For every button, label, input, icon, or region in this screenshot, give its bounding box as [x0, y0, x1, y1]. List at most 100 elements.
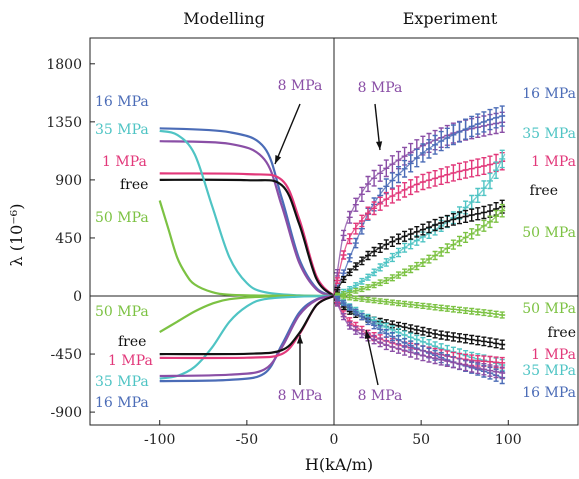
experiment-perpendicular-free-marker [499, 339, 506, 350]
experiment-perpendicular-50-mpa-marker [358, 296, 365, 302]
annotation-arrow-4 [365, 329, 379, 386]
experiment-perpendicular-8-mpa-marker [377, 337, 384, 348]
experiment-parallel-50-mpa-marker [395, 271, 402, 279]
experiment-parallel-50-mpa-marker [358, 286, 365, 293]
experiment-parallel-8-mpa-marker [401, 146, 408, 166]
label-left-50-mpa: 50 MPa [95, 210, 149, 226]
experiment-parallel-35-mpa-marker [468, 194, 475, 210]
experiment-parallel-35-mpa-marker [377, 263, 384, 272]
experiment-parallel-50-mpa-marker [346, 289, 353, 296]
label-right-50-mpa: 50 MPa [522, 301, 576, 317]
experiment-perpendicular-8-mpa-marker [334, 300, 341, 307]
experiment-perpendicular-8-mpa-marker [474, 361, 481, 375]
experiment-parallel-35-mpa-marker [487, 172, 493, 190]
experiment-parallel-8-mpa-line [333, 121, 505, 297]
experiment-parallel-free-marker [346, 268, 353, 277]
experiment-parallel-free-marker [371, 246, 378, 257]
experiment-parallel-16-mpa-marker [401, 159, 408, 178]
experiment-parallel-16-mpa-marker [413, 148, 420, 168]
experiment-parallel-35-mpa-marker [383, 258, 390, 267]
experiment-parallel-1-mpa-marker [389, 188, 396, 204]
experiment-perpendicular-1-mpa-marker [493, 356, 500, 369]
experiment-parallel-16-mpa-marker [493, 107, 500, 129]
y-tick-label: -900 [51, 405, 82, 421]
experiment-parallel-50-mpa-marker [474, 224, 481, 236]
experiment-parallel-8-mpa-marker [340, 229, 347, 241]
experiment-perpendicular-free-marker [480, 336, 487, 347]
y-tick-label: 900 [55, 173, 82, 189]
experiment-perpendicular-50-mpa-marker [407, 301, 414, 308]
experiment-perpendicular-50-mpa-marker [377, 298, 384, 305]
experiment-perpendicular-50-mpa-marker [352, 295, 359, 302]
experiment-parallel-free-marker [419, 223, 426, 236]
experiment-perpendicular-8-mpa-marker [456, 357, 463, 370]
experiment-perpendicular-free-marker [419, 326, 426, 336]
experiment-parallel-35-mpa-marker [365, 273, 371, 281]
experiment-parallel-1-mpa-marker [383, 191, 390, 207]
label-left-16-mpa: 16 MPa [95, 395, 149, 411]
experiment-parallel-50-mpa-marker [438, 247, 445, 257]
experiment-parallel-50-mpa-marker [407, 265, 414, 274]
experiment-parallel-50-mpa-marker [487, 215, 493, 229]
experiment-parallel-8-mpa-marker [389, 155, 396, 174]
experiment-parallel-35-mpa-marker [407, 238, 414, 250]
experiment-parallel-1-mpa-marker [468, 159, 475, 178]
label-right-35-mpa: 35 MPa [522, 363, 576, 379]
experiment-parallel-1-mpa-marker [340, 250, 347, 260]
experiment-parallel-1-mpa-marker [432, 170, 439, 187]
experiment-parallel-1-mpa-marker [377, 196, 384, 211]
experiment-perpendicular-free-marker [462, 333, 469, 344]
experiment-parallel-1-mpa-marker [426, 171, 432, 189]
experiment-perpendicular-8-mpa-marker [419, 350, 426, 362]
experiment-parallel-1-mpa-marker [462, 161, 469, 179]
y-tick-label: 450 [55, 231, 82, 247]
experiment-perpendicular-35-mpa-marker [371, 316, 378, 325]
experiment-perpendicular-50-mpa-marker [444, 305, 451, 312]
annotation-arrow-1 [274, 103, 301, 165]
model-perpendicular-free [159, 294, 335, 356]
experiment-perpendicular-8-mpa-marker [395, 343, 402, 354]
experiment-parallel-50-mpa-marker [401, 268, 408, 277]
experiment-parallel-8-mpa-marker [377, 164, 384, 182]
experiment-perpendicular-8-mpa-marker [499, 366, 506, 380]
experiment-perpendicular-1-mpa-marker [499, 356, 506, 369]
experiment-parallel-16-mpa-marker [377, 187, 384, 203]
experiment-perpendicular-8-mpa-marker [383, 339, 390, 351]
experiment-parallel-8-mpa-marker [334, 269, 341, 277]
experiment-perpendicular-50-mpa-marker [450, 305, 457, 313]
experiment-parallel-16-mpa-marker [432, 134, 439, 155]
experiment-perpendicular-50-mpa-marker [426, 303, 432, 310]
experiment-parallel-1-mpa-marker [419, 173, 426, 191]
experiment-perpendicular-8-mpa-marker [352, 326, 359, 335]
y-tick-label: 0 [73, 289, 82, 305]
experiment-parallel-1-mpa-marker [407, 179, 414, 196]
experiment-perpendicular-free-marker [395, 321, 402, 330]
experiment-perpendicular-50-mpa-marker [456, 306, 463, 314]
label-right-1-mpa: 1 MPa [531, 347, 576, 363]
experiment-parallel-16-mpa-marker [407, 154, 414, 173]
experiment-perpendicular-35-mpa-marker [389, 325, 396, 334]
experiment-parallel-50-mpa-marker [352, 287, 359, 294]
experiment-parallel-free-marker [413, 226, 420, 238]
experiment-parallel-free-marker [426, 221, 432, 234]
experiment-perpendicular-free-marker [407, 324, 414, 333]
experiment-parallel-16-mpa-marker [480, 111, 487, 133]
experiment-parallel-16-mpa-marker [474, 113, 481, 135]
experiment-perpendicular-50-mpa-marker [346, 295, 353, 301]
experiment-parallel-50-mpa-marker [456, 235, 463, 247]
experiment-perpendicular-16-mpa-marker [407, 340, 414, 351]
experiment-perpendicular-1-mpa-marker [352, 321, 359, 331]
experiment-parallel-35-mpa-marker [389, 252, 396, 263]
experiment-perpendicular-16-mpa-marker [377, 325, 384, 334]
experiment-perpendicular-50-mpa-marker [340, 294, 347, 300]
experiment-perpendicular-8-mpa-marker [389, 341, 396, 352]
model-parallel-16-mpa [159, 127, 335, 298]
experiment-parallel-8-mpa-marker [383, 159, 390, 178]
experiment-parallel-50-mpa-marker [450, 239, 457, 250]
x-tick-label: 100 [495, 432, 522, 448]
experiment-parallel-free-marker [493, 202, 500, 216]
annotation-arrowhead-1 [275, 155, 282, 164]
experiment-perpendicular-16-mpa-marker [395, 334, 402, 345]
experiment-perpendicular-35-mpa-marker [377, 319, 384, 328]
experiment-perpendicular-free-marker [493, 338, 500, 349]
